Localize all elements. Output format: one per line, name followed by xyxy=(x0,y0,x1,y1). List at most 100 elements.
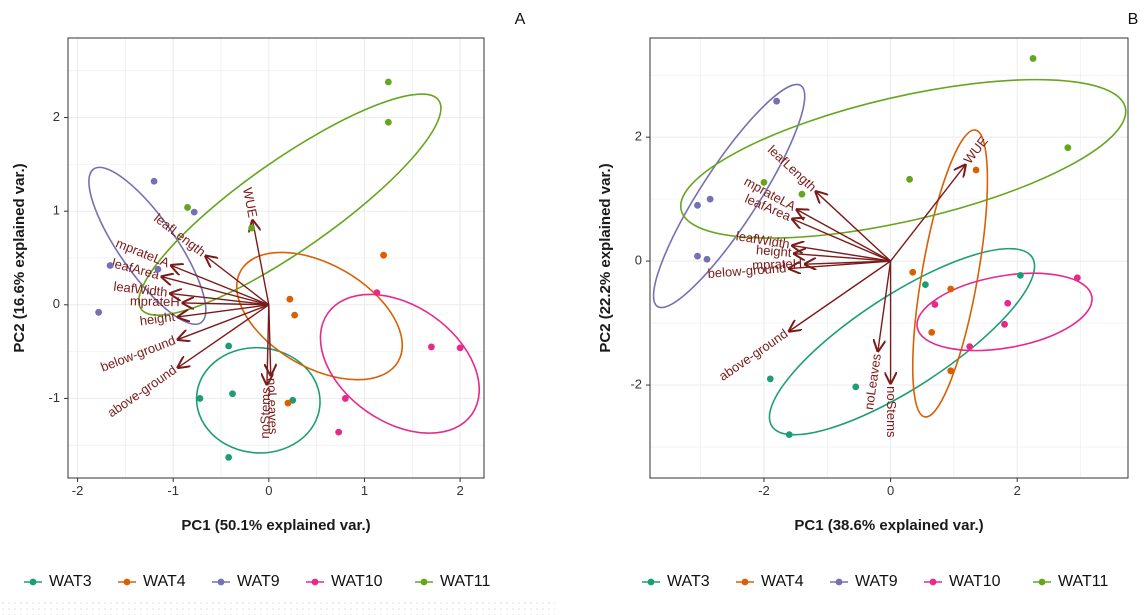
panel-a-point-wat11 xyxy=(384,118,392,126)
panel-a-legend-key-dot-wat11 xyxy=(420,578,428,586)
panel-a-ytick-label: 2 xyxy=(53,109,60,124)
panel-b-legend-key-dot-wat11 xyxy=(1038,578,1046,586)
panel-a: WUEleafLengthmprateLAleafArealeafWidthmp… xyxy=(11,11,526,590)
panel-b-x-axis-title: PC1 (38.6% explained var.) xyxy=(794,517,983,534)
panel-b-loading-arrow-above-ground xyxy=(789,260,891,331)
panel-b-legend-key-dot-wat10 xyxy=(929,578,937,586)
panel-b-legend-label-wat3: WAT3 xyxy=(667,573,710,590)
panel-b-ytick-label: 0 xyxy=(635,253,642,268)
panel-b-border xyxy=(649,37,1129,479)
panel-b-point-wat9 xyxy=(773,97,781,105)
panel-a-point-wat9 xyxy=(190,208,198,216)
panel-a-loading-label-noleaves: noLeaves xyxy=(264,378,281,435)
panel-a-legend-label-wat3: WAT3 xyxy=(49,573,92,590)
panel-a-loading-label-nostems: noStems xyxy=(257,387,273,439)
panel-a-legend: WAT3 WAT4 WAT9 WAT10 WAT11 xyxy=(24,573,490,590)
panel-b-legend-label-wat10: WAT10 xyxy=(949,573,1001,590)
panel-b-xtick-label: -2 xyxy=(758,483,770,498)
panel-a-point-wat3 xyxy=(225,342,233,350)
panel-b-point-wat4 xyxy=(972,166,980,174)
panel-a-point-wat9 xyxy=(150,177,158,185)
panel-b-ellipse-wat11 xyxy=(679,78,1127,239)
panel-b-loading-arrow-leafwidth xyxy=(792,246,891,262)
panel-a-loading-label-height: height xyxy=(139,309,176,329)
panel-a-point-wat11 xyxy=(248,224,256,232)
panel-a-point-wat3 xyxy=(225,454,233,461)
panel-b-point-wat11 xyxy=(760,178,768,186)
panel-a-point-wat4 xyxy=(286,295,294,303)
panel-b-loading-label-nostems: noStems xyxy=(884,386,899,438)
panel-b-point-wat10 xyxy=(1073,274,1081,282)
panel-a-loading-arrow-height xyxy=(178,304,269,317)
panel-a-ellipse-wat4 xyxy=(235,251,404,381)
panel-b-point-wat4 xyxy=(909,268,917,276)
panel-a-loading-label-wue: WUE xyxy=(240,186,261,219)
panel-a-point-wat9 xyxy=(154,265,162,273)
panel-b-point-wat3 xyxy=(922,281,929,289)
panel-a-loading-arrow-leaflength xyxy=(206,256,270,306)
panel-a-point-wat4 xyxy=(291,311,299,319)
panel-a-loading-label-mprateh: mprateH xyxy=(130,293,180,309)
panel-b-loading-label-height: height xyxy=(756,242,793,260)
panel-b-loading-arrow-leaflength xyxy=(816,192,892,262)
panel-a-ellipse-wat9 xyxy=(88,166,207,326)
panel-b-ellipse-wat10 xyxy=(916,272,1093,352)
panel-b-loading-arrow-height xyxy=(794,254,891,262)
panel-a-point-wat3 xyxy=(196,395,204,402)
panel-b-legend-key-dot-wat4 xyxy=(741,578,749,586)
panel-a-xtick-label: -2 xyxy=(72,483,84,498)
panel-b-ytick-label: 2 xyxy=(635,129,642,144)
panel-a-point-wat10 xyxy=(335,428,343,436)
panel-a-point-wat9 xyxy=(106,262,114,269)
panel-a-loading-arrow-leafwidth xyxy=(170,294,269,306)
panel-b-point-wat9 xyxy=(703,255,711,263)
panel-a-point-wat10 xyxy=(428,343,435,351)
panel-a-loading-arrow-below-ground xyxy=(178,304,270,340)
panel-a-ytick-label: 1 xyxy=(53,203,60,218)
panel-a-legend-key-dot-wat10 xyxy=(311,578,319,586)
panel-b-point-wat4 xyxy=(947,367,955,375)
panel-a-xtick-label: 2 xyxy=(456,483,463,498)
panel-a-loading-arrow-mpratela xyxy=(171,265,270,306)
panel-a-y-axis-title: PC2 (16.6% explained var.) xyxy=(11,163,28,352)
panel-a-point-wat9 xyxy=(95,308,103,316)
panel-a-legend-key-dot-wat3 xyxy=(29,578,37,586)
panel-a-point-wat4 xyxy=(284,399,292,407)
panel-a-loading-arrow-mprateh xyxy=(183,303,269,305)
panel-a-tag: A xyxy=(515,11,526,28)
panel-b-legend-key-dot-wat9 xyxy=(835,578,843,586)
panel-b-legend-key-dot-wat3 xyxy=(647,578,655,586)
panel-b-legend-label-wat11: WAT11 xyxy=(1058,573,1108,590)
panel-b-loading-arrow-mpratela xyxy=(797,210,891,262)
panel-b-y-axis-title: PC2 (22.2% explained var.) xyxy=(597,163,614,352)
panel-a-point-wat10 xyxy=(373,289,381,297)
panel-a-legend-label-wat10: WAT10 xyxy=(331,573,383,590)
panel-a-xtick-label: 1 xyxy=(361,483,368,498)
panel-b-plot-area xyxy=(650,38,1128,478)
panel-a-ytick-label: 0 xyxy=(53,296,60,311)
panel-b-loading-arrow-noleaves xyxy=(878,261,892,351)
panel-b-point-wat3 xyxy=(766,375,774,383)
panel-b-point-wat11 xyxy=(798,190,806,198)
panel-b-point-wat10 xyxy=(1001,320,1008,328)
panel-b-point-wat9 xyxy=(694,201,701,209)
panel-b-ellipse-wat9 xyxy=(652,83,806,309)
panel-b-point-wat4 xyxy=(928,328,936,336)
bottom-dotted-strip xyxy=(0,600,555,615)
panel-a-border xyxy=(67,37,485,479)
panel-b-ytick-label: -2 xyxy=(630,376,642,391)
panel-a-ytick-label: -1 xyxy=(48,390,60,405)
panel-a-point-wat11 xyxy=(384,78,392,86)
panel-a-ellipse-wat10 xyxy=(319,293,481,434)
panel-b-loading-arrow-leafarea xyxy=(792,219,891,262)
panel-b-point-wat11 xyxy=(1029,55,1037,62)
panel-b-point-wat10 xyxy=(931,301,939,308)
panel-a-ellipse-wat11 xyxy=(138,93,442,316)
panel-b-legend-label-wat9: WAT9 xyxy=(855,573,898,590)
panel-a-xtick-label: -1 xyxy=(167,483,179,498)
panel-b-legend: WAT3 WAT4 WAT9 WAT10 WAT11 xyxy=(642,573,1108,590)
panel-b-xtick-label: 2 xyxy=(1014,483,1021,498)
panel-a-point-wat3 xyxy=(229,390,236,398)
panel-b-point-wat3 xyxy=(785,431,793,439)
panel-a-x-axis-title: PC1 (50.1% explained var.) xyxy=(181,517,370,534)
